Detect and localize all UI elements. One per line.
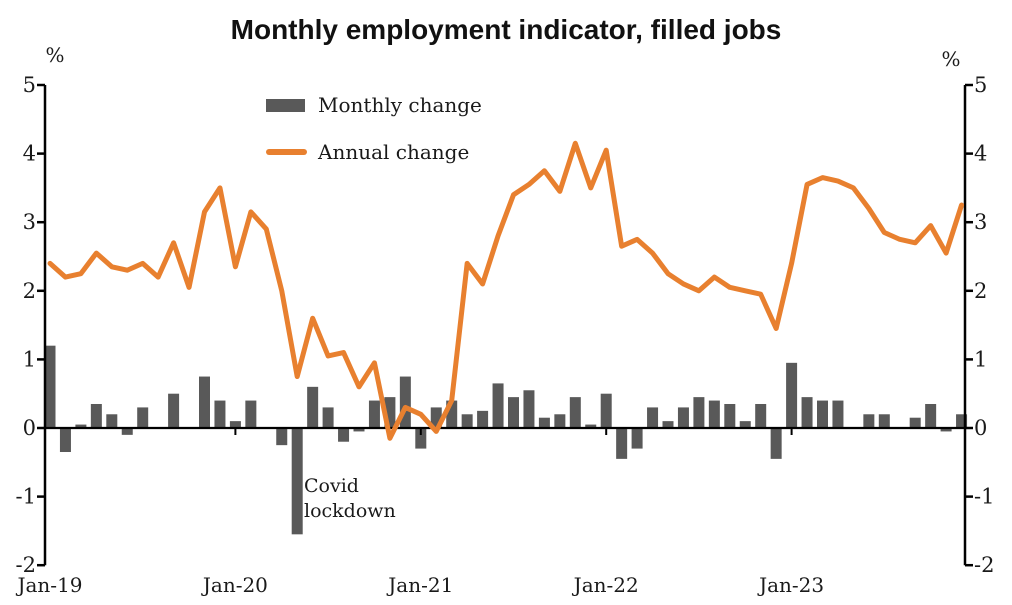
x-axis-year-label: Jan-21 bbox=[386, 573, 453, 597]
monthly-change-bar bbox=[770, 428, 782, 459]
monthly-change-bar bbox=[554, 414, 566, 428]
chart-legend: Monthly change Annual change bbox=[266, 93, 482, 188]
monthly-change-bar bbox=[461, 414, 473, 428]
y-axis-tick-label: 1 bbox=[23, 347, 36, 371]
monthly-change-bar bbox=[956, 414, 968, 428]
monthly-change-bar bbox=[724, 403, 736, 428]
monthly-change-bar bbox=[291, 428, 303, 535]
monthly-change-bar bbox=[75, 424, 87, 428]
monthly-change-bar bbox=[121, 428, 133, 435]
monthly-change-bar bbox=[786, 362, 798, 428]
bar-swatch-icon bbox=[266, 98, 305, 112]
annual-change-line bbox=[47, 140, 965, 441]
monthly-change-bar bbox=[214, 400, 226, 428]
monthly-change-bar bbox=[538, 417, 550, 428]
legend-item-monthly-change: Monthly change bbox=[266, 93, 482, 117]
monthly-change-bar bbox=[338, 428, 350, 442]
monthly-change-bar bbox=[925, 403, 937, 428]
monthly-change-bar bbox=[878, 414, 890, 428]
monthly-change-bar bbox=[508, 397, 519, 428]
monthly-change-bar bbox=[755, 403, 767, 428]
monthly-change-bar bbox=[492, 383, 504, 428]
monthly-change-bar bbox=[90, 403, 102, 428]
monthly-change-bar bbox=[801, 397, 813, 428]
monthly-change-bar bbox=[647, 407, 659, 428]
monthly-change-bar bbox=[106, 414, 118, 428]
monthly-change-bar bbox=[616, 428, 628, 459]
y-axis-tick-label: 4 bbox=[974, 142, 987, 166]
y-axis-tick-label: 3 bbox=[974, 210, 987, 234]
annotation-line: Covid bbox=[304, 475, 359, 497]
monthly-change-bar bbox=[245, 400, 257, 428]
annotation-line: lockdown bbox=[304, 500, 396, 522]
monthly-change-bar bbox=[368, 400, 380, 428]
y-axis-tick-label: -2 bbox=[974, 553, 994, 577]
monthly-change-bar bbox=[909, 417, 921, 428]
x-axis-year-label: Jan-20 bbox=[201, 573, 268, 597]
y-axis-tick-label: 5 bbox=[974, 73, 987, 97]
monthly-change-bar bbox=[276, 428, 288, 446]
monthly-change-bar bbox=[430, 407, 442, 428]
monthly-change-bar bbox=[307, 386, 319, 428]
legend-label: Annual change bbox=[318, 140, 470, 164]
percent-label-left: % bbox=[45, 43, 64, 67]
legend-item-annual-change: Annual change bbox=[266, 140, 482, 164]
y-axis-tick-label: 2 bbox=[23, 279, 36, 303]
y-axis-tick-label: 4 bbox=[23, 142, 36, 166]
line-swatch-icon bbox=[266, 149, 307, 155]
y-axis-tick-label: 3 bbox=[23, 210, 36, 234]
monthly-change-bar bbox=[832, 400, 844, 428]
x-axis-year-label: Jan-19 bbox=[15, 573, 82, 597]
monthly-change-bar bbox=[585, 424, 597, 428]
monthly-change-bar bbox=[384, 397, 396, 428]
monthly-change-bar bbox=[137, 407, 149, 428]
monthly-change-bar bbox=[677, 407, 689, 428]
monthly-change-bar bbox=[569, 397, 581, 428]
monthly-change-bar bbox=[600, 393, 612, 428]
monthly-change-bar bbox=[477, 410, 489, 428]
monthly-change-bar bbox=[863, 414, 875, 428]
y-axis-tick-label: 0 bbox=[23, 416, 36, 440]
monthly-change-bar bbox=[168, 393, 180, 428]
y-axis-tick-label: -2 bbox=[16, 553, 36, 577]
monthly-change-bar bbox=[817, 400, 828, 428]
percent-label-right: % bbox=[941, 47, 960, 71]
monthly-change-bar bbox=[662, 421, 674, 428]
monthly-change-bar bbox=[446, 400, 458, 428]
y-axis-tick-label: 0 bbox=[974, 416, 987, 440]
chart-title: Monthly employment indicator, filled job… bbox=[230, 14, 782, 45]
monthly-change-bar bbox=[523, 390, 535, 428]
x-axis-year-label: Jan-22 bbox=[572, 573, 639, 597]
legend-label: Monthly change bbox=[318, 93, 482, 117]
monthly-change-bar bbox=[229, 421, 241, 428]
y-axis-tick-label: 1 bbox=[974, 347, 987, 371]
monthly-change-bar bbox=[44, 345, 56, 428]
monthly-change-bar bbox=[399, 376, 411, 428]
covid-lockdown-annotation: Covid lockdown bbox=[304, 474, 396, 524]
monthly-change-bar bbox=[199, 376, 210, 428]
y-axis-tick-label: 2 bbox=[974, 279, 987, 303]
monthly-change-bar bbox=[631, 428, 643, 449]
y-axis-tick-label: -1 bbox=[16, 485, 36, 509]
y-axis-tick-label: 5 bbox=[23, 73, 36, 97]
monthly-change-bar bbox=[353, 428, 365, 432]
y-axis-tick-label: -1 bbox=[974, 485, 994, 509]
x-axis-year-label: Jan-23 bbox=[757, 573, 824, 597]
monthly-change-bar bbox=[59, 428, 71, 453]
monthly-change-bar bbox=[739, 421, 751, 428]
monthly-change-bar bbox=[322, 407, 334, 428]
monthly-change-bar bbox=[693, 397, 705, 428]
monthly-change-bar bbox=[708, 400, 720, 428]
monthly-change-bar bbox=[415, 428, 427, 449]
monthly-change-bar bbox=[940, 428, 952, 432]
